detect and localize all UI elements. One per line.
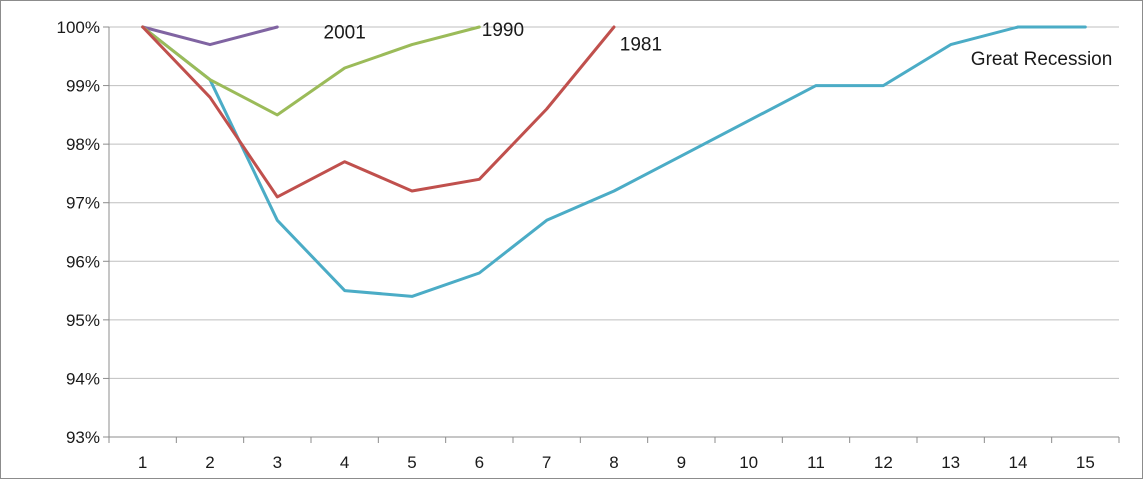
y-tick-label: 95%: [66, 311, 100, 330]
series-line-great-recession: [141, 25, 1087, 298]
x-tick-label: 13: [941, 453, 960, 472]
x-tick-label: 9: [677, 453, 686, 472]
y-tick-label: 97%: [66, 194, 100, 213]
x-tick-label: 3: [273, 453, 282, 472]
series-line-1981: [141, 25, 616, 199]
y-tick-label: 94%: [66, 369, 100, 388]
series-line-2001: [141, 25, 279, 47]
x-tick-label: 14: [1009, 453, 1028, 472]
x-tick-label: 6: [475, 453, 484, 472]
series-label-1981: 1981: [620, 34, 662, 55]
y-tick-label: 96%: [66, 252, 100, 271]
series-label-great-recession: Great Recession: [971, 49, 1113, 70]
x-tick-label: 10: [739, 453, 758, 472]
axes: [103, 26, 1120, 443]
x-tick-label: 12: [874, 453, 893, 472]
y-tick-label: 100%: [57, 18, 100, 37]
x-tick-label: 5: [407, 453, 416, 472]
y-tick-label: 93%: [66, 428, 100, 447]
x-tick-label: 2: [205, 453, 214, 472]
gridlines: [109, 26, 1119, 379]
x-axis-tick-labels: 1 2 3 4 5 6 7 8 9 10 11 12 13 14 15: [138, 453, 1095, 472]
x-tick-label: 7: [542, 453, 551, 472]
x-tick-label: 15: [1076, 453, 1095, 472]
y-tick-label: 98%: [66, 135, 100, 154]
x-tick-label: 8: [609, 453, 618, 472]
y-tick-label: 99%: [66, 77, 100, 96]
series-line-1990: [141, 25, 481, 117]
series-labels: 2001 1990 1981 Great Recession: [324, 20, 1113, 70]
x-tick-label: 4: [340, 453, 349, 472]
y-axis-tick-labels: 93% 94% 95% 96% 97% 98% 99% 100%: [57, 18, 100, 447]
x-tick-label: 1: [138, 453, 147, 472]
series-label-2001: 2001: [324, 23, 366, 44]
series-lines: [141, 25, 1087, 298]
series-label-1990: 1990: [482, 20, 524, 41]
x-tick-label: 11: [807, 453, 825, 472]
